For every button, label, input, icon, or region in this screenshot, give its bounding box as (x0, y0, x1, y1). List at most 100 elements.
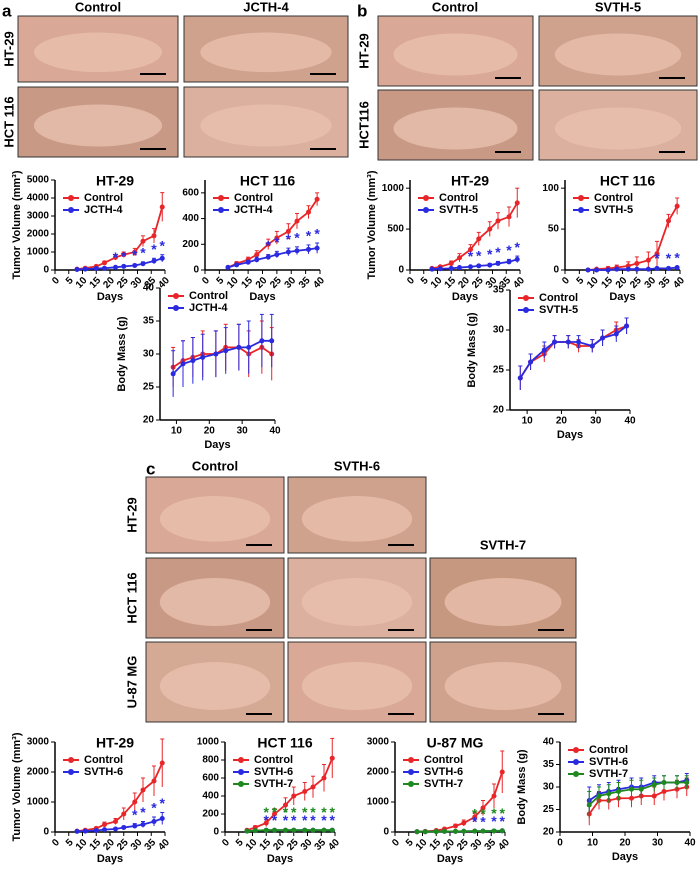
photo-mouse (200, 104, 332, 147)
significance: * (160, 795, 166, 811)
y-tick-label: 5000 (27, 175, 50, 186)
data-point (448, 265, 454, 271)
legend-marker (173, 305, 179, 311)
y-tick-label: 20 (493, 405, 505, 416)
data-point (654, 265, 660, 271)
y-tick-label: 35 (543, 759, 555, 770)
data-point (283, 827, 288, 833)
significance: * (283, 804, 289, 820)
data-point (102, 260, 107, 266)
significance: * (500, 805, 506, 821)
y-tick-label: 1000 (27, 247, 50, 258)
data-point (541, 347, 547, 353)
y-tick-label: 4000 (27, 193, 50, 204)
column-label: Control (192, 458, 238, 473)
y-tick-label: 25 (143, 382, 155, 393)
significance: * (491, 805, 497, 821)
significance: * (294, 230, 300, 246)
legend-marker (573, 747, 579, 753)
data-point (457, 265, 462, 271)
data-point (170, 371, 176, 377)
significance: * (291, 812, 297, 828)
x-tick-label: 40 (326, 837, 342, 853)
data-point (429, 266, 435, 272)
x-tick-label: 5 (234, 837, 246, 849)
data-point (499, 769, 505, 775)
row-label: HCT 116 (1, 96, 16, 147)
legend-label: SVTH-6 (254, 766, 293, 778)
series-line (76, 206, 164, 270)
legend-label: JCTH-4 (234, 204, 273, 216)
significance: * (286, 231, 292, 247)
significance: * (283, 812, 289, 828)
data-point (638, 786, 644, 792)
data-point (495, 260, 501, 266)
x-axis-label: Days (204, 439, 230, 451)
data-point (414, 829, 420, 835)
data-point (121, 263, 127, 269)
significance: * (468, 248, 474, 264)
x-tick-label: 0 (220, 837, 232, 849)
data-point (661, 780, 667, 785)
significance: * (121, 248, 127, 264)
data-point (329, 827, 335, 833)
y-tick-label: 0 (193, 265, 199, 276)
legend-marker (173, 293, 179, 299)
significance: * (264, 812, 270, 828)
significance: * (480, 814, 486, 830)
significance: * (472, 814, 478, 830)
data-point (491, 793, 497, 799)
series-line (76, 257, 163, 271)
y-tick-label: 1000 (197, 737, 220, 748)
data-point (605, 267, 611, 273)
significance: * (310, 804, 316, 820)
significance: * (654, 250, 660, 266)
data-point (223, 348, 229, 354)
data-point (285, 228, 291, 234)
data-point (565, 339, 571, 345)
chart-title: HCT 116 (257, 735, 312, 751)
legend-label: Control (539, 292, 578, 304)
column-label: Control (432, 0, 478, 14)
photo-mouse (301, 662, 413, 710)
column-label: SVTH-6 (334, 458, 380, 473)
data-point (654, 251, 660, 257)
data-point (310, 827, 316, 833)
y-axis-label: Body Mass (g) (516, 749, 528, 825)
data-point (624, 323, 630, 329)
data-point (480, 805, 486, 811)
y-tick-label: 25 (493, 365, 505, 376)
photo-mouse (34, 32, 162, 73)
photo-mouse (159, 662, 271, 710)
y-tick-label: 2000 (27, 229, 50, 240)
data-point (321, 827, 327, 833)
significance: * (272, 812, 278, 828)
legend-marker (238, 769, 244, 775)
data-point (491, 828, 497, 834)
legend-label: SVTH-6 (589, 756, 628, 768)
data-point (254, 257, 260, 263)
data-point (576, 339, 582, 345)
significance: * (330, 804, 336, 820)
legend-marker (523, 295, 529, 301)
photo-mouse (159, 496, 271, 542)
data-point (132, 799, 138, 805)
x-tick-label: 40 (496, 837, 512, 853)
data-point (321, 775, 327, 781)
column-label: JCTH-4 (243, 0, 289, 14)
series-line (172, 346, 273, 368)
y-tick-label: 0 (213, 827, 219, 838)
data-point (82, 266, 88, 272)
data-point (246, 344, 252, 350)
data-point (499, 828, 505, 834)
series-line (172, 339, 272, 375)
data-point (306, 209, 311, 215)
data-point (514, 256, 520, 262)
chart-title: HT-29 (451, 173, 489, 189)
y-tick-label: 35 (493, 285, 505, 296)
series-line (76, 762, 164, 832)
x-tick-label: 10 (587, 838, 599, 849)
legend-marker (423, 195, 429, 201)
data-point (476, 263, 482, 269)
legend-label: SVTH-5 (439, 204, 478, 216)
